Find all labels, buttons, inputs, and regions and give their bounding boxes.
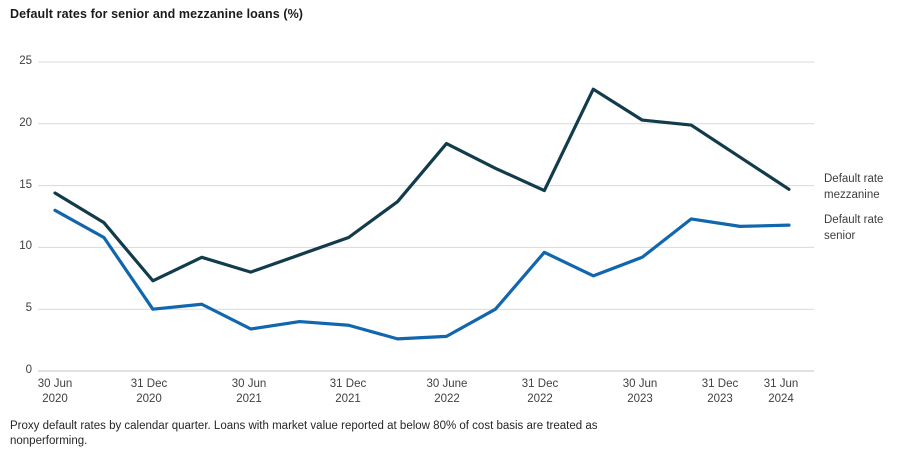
x-tick-label: 30 June 2022 [405, 377, 489, 407]
legend-senior-label: Default rate senior [824, 214, 884, 242]
x-tick-date: 31 Jun [763, 378, 799, 390]
x-tick-label: 31 Dec 2021 [306, 377, 390, 407]
x-tick-year: 2024 [768, 393, 794, 405]
chart-title: Default rates for senior and mezzanine l… [10, 7, 304, 21]
x-tick-year: 2022 [434, 393, 460, 405]
x-tick-year: 2020 [42, 393, 68, 405]
x-tick-date: 31 Dec [130, 378, 168, 390]
x-tick-year: 2023 [707, 393, 733, 405]
x-tick-year: 2023 [627, 393, 653, 405]
x-tick-year: 2020 [136, 393, 162, 405]
x-tick-date: 30 Jun [37, 378, 73, 390]
x-tick-date: 30 June [426, 378, 468, 390]
x-tick-year: 2021 [236, 393, 262, 405]
senior-line [53, 208, 791, 341]
x-tick-label: 31 Dec 2022 [498, 377, 582, 407]
x-tick-date: 30 Jun [231, 378, 267, 390]
y-tick-label: 15 [19, 178, 32, 191]
x-tick-label: 30 Jun 2023 [598, 377, 682, 407]
x-tick-label: 31 Jun 2024 [739, 377, 823, 407]
x-tick-label: 31 Dec 2023 [678, 377, 762, 407]
mezzanine-line [53, 87, 791, 283]
footnote: Proxy default rates by calendar quarter.… [10, 420, 598, 447]
x-tick-date: 31 Dec [521, 378, 559, 390]
y-tick-label: 5 [25, 302, 32, 315]
y-tick-label: 0 [25, 364, 32, 376]
x-tick-date: 31 Dec [701, 378, 739, 390]
legend-mezzanine-label: Default rate mezzanine [824, 173, 884, 201]
x-tick-label: 30 Jun 2020 [13, 377, 97, 407]
x-tick-date: 30 Jun [622, 378, 658, 390]
x-tick-label: 30 Jun 2021 [207, 377, 291, 407]
x-tick-label: 31 Dec 2020 [107, 377, 191, 407]
x-tick-year: 2022 [527, 393, 553, 405]
x-tick-date: 31 Dec [329, 378, 367, 390]
x-tick-year: 2021 [335, 393, 361, 405]
y-tick-label: 25 [19, 55, 32, 67]
y-tick-label: 10 [19, 240, 32, 253]
y-tick-label: 20 [19, 116, 32, 129]
